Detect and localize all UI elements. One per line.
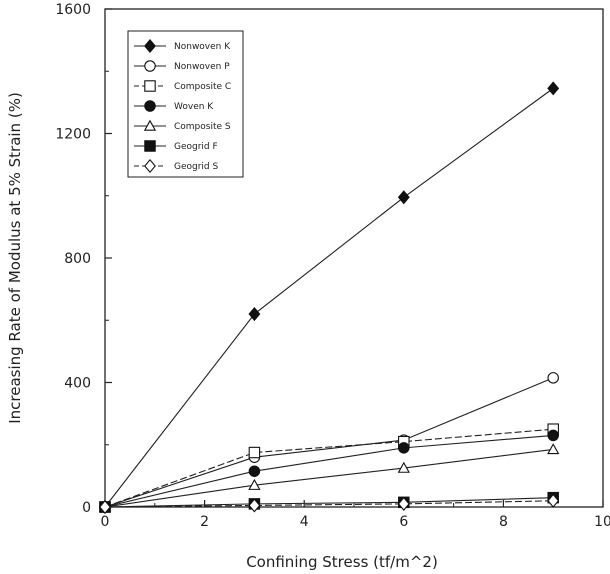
legend-label: Geogrid F	[174, 142, 218, 152]
series-line-5	[104, 497, 554, 508]
legend-marker	[144, 158, 156, 174]
series-line-2	[104, 428, 554, 508]
legend-label: Composite S	[174, 122, 231, 132]
data-point-4-1	[248, 478, 261, 490]
x-tick-label: 4	[300, 514, 309, 530]
data-point-6-3	[547, 493, 560, 508]
series-layer	[98, 81, 560, 515]
data-point-6-1	[248, 498, 261, 513]
x-tick-label: 0	[101, 514, 110, 530]
data-point-3-2	[398, 442, 410, 454]
data-point-4-2	[397, 461, 410, 473]
legend: Nonwoven K Nonwoven P Composite C Woven K Co…	[127, 30, 244, 178]
data-point-3-3	[547, 429, 559, 442]
legend-marker	[144, 38, 156, 54]
series-line-0	[104, 87, 554, 508]
x-tick-label: 8	[499, 514, 508, 530]
data-point-3-1	[248, 465, 261, 477]
x-tick-label: 10	[594, 514, 610, 530]
legend-label: Composite C	[174, 82, 231, 92]
legend-label: Nonwoven P	[174, 62, 230, 72]
y-tick-label: 0	[82, 500, 91, 516]
series-line-4	[104, 448, 554, 508]
legend-marker	[143, 119, 157, 131]
legend-marker	[144, 100, 156, 112]
y-tick-label: 400	[64, 376, 91, 392]
x-axis-title: Confining Stress (tf/m^2)	[246, 553, 438, 571]
legend-marker	[144, 140, 156, 152]
data-point-0-2	[397, 190, 410, 205]
data-point-1-3	[547, 372, 559, 384]
y-tick-label: 1200	[55, 127, 91, 143]
data-point-0-3	[547, 81, 560, 96]
series-line-3	[104, 434, 554, 508]
legend-marker	[144, 60, 156, 72]
y-tick-label: 800	[64, 251, 91, 267]
legend-label: Woven K	[174, 102, 214, 112]
x-tick-label: 2	[200, 514, 209, 530]
x-tick-label: 6	[399, 514, 408, 530]
data-point-2-1	[248, 446, 261, 459]
data-point-6-0	[99, 499, 111, 515]
data-point-0-1	[248, 306, 261, 322]
data-point-6-2	[397, 496, 410, 511]
y-tick-label: 1600	[55, 2, 91, 18]
y-axis-title: Increasing Rate of Modulus at 5% Strain …	[6, 92, 24, 424]
data-point-4-3	[547, 443, 560, 455]
legend-marker	[144, 80, 156, 92]
series-line-6	[104, 500, 554, 508]
legend-label: Geogrid S	[174, 162, 219, 172]
axes: 0 2 4 6 8 10 0 400 800 1200 1600	[55, 2, 610, 530]
legend-label: Nonwoven K	[174, 42, 231, 52]
series-line-1	[104, 377, 554, 508]
